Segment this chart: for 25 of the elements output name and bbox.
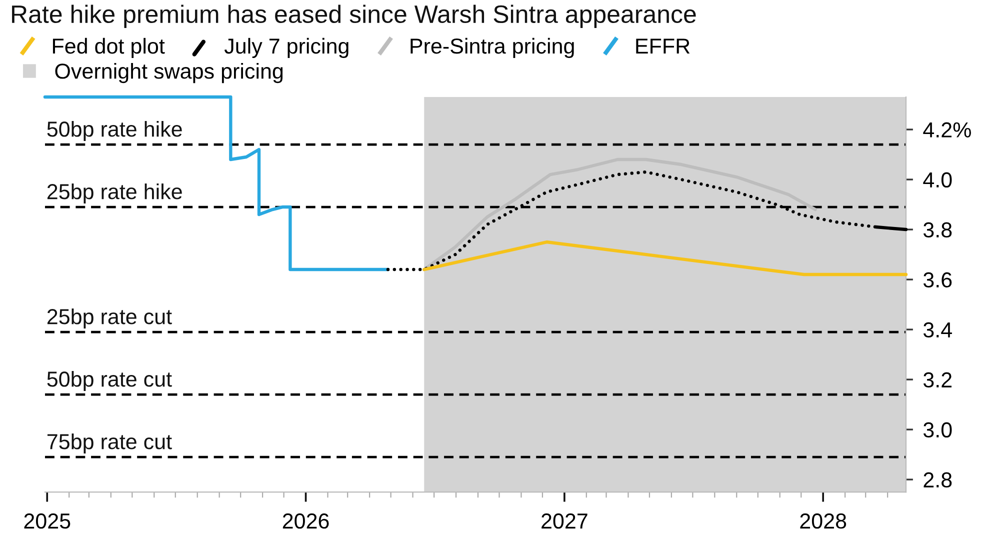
y-tick-label: 3.6 [923, 272, 952, 288]
x-tick-label: 2026 [282, 513, 329, 529]
y-tick-label: 2.8 [924, 472, 952, 488]
y-tick-label: 3.2 [923, 372, 952, 388]
line-series [422, 158, 817, 272]
line-series [43, 95, 390, 272]
y-tick-label: 4.2% [923, 122, 971, 138]
ref-line-label: 25bp rate hike [47, 183, 182, 204]
chart-title: Rate hike premium has eased since Warsh Sintra appearance [12, 4, 696, 28]
y-tick-label: 3.8 [923, 222, 952, 238]
ref-line-label: 50bp rate cut [47, 370, 172, 392]
ref-line-label: 25bp rate cut [47, 308, 172, 329]
legend-label: Pre-Sintra pricing [410, 38, 574, 58]
y-tick-label: 3.0 [923, 422, 952, 438]
x-tick-label: 2027 [542, 513, 588, 529]
legend-label: EFFR [636, 38, 690, 54]
legend-label: Fed dot plot [52, 38, 165, 58]
x-tick-label: 2025 [24, 513, 70, 529]
ref-line-label: 50bp rate hike [47, 120, 182, 142]
legend-label: July 7 pricing [224, 38, 348, 58]
ref-line-label: 75bp rate cut [47, 433, 172, 454]
legend-label: Overnight swaps pricing [55, 62, 283, 84]
x-tick-label: 2028 [800, 513, 846, 529]
y-tick-label: 4.0 [923, 172, 952, 188]
y-tick-label: 3.4 [923, 322, 952, 338]
